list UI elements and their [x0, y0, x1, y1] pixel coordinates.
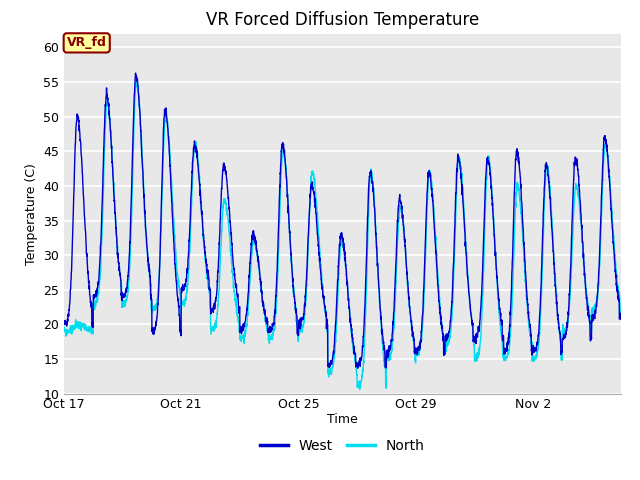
X-axis label: Time: Time: [327, 413, 358, 426]
Text: VR_fd: VR_fd: [67, 36, 107, 49]
Title: VR Forced Diffusion Temperature: VR Forced Diffusion Temperature: [206, 11, 479, 29]
Y-axis label: Temperature (C): Temperature (C): [24, 163, 38, 264]
Legend: West, North: West, North: [255, 433, 430, 459]
